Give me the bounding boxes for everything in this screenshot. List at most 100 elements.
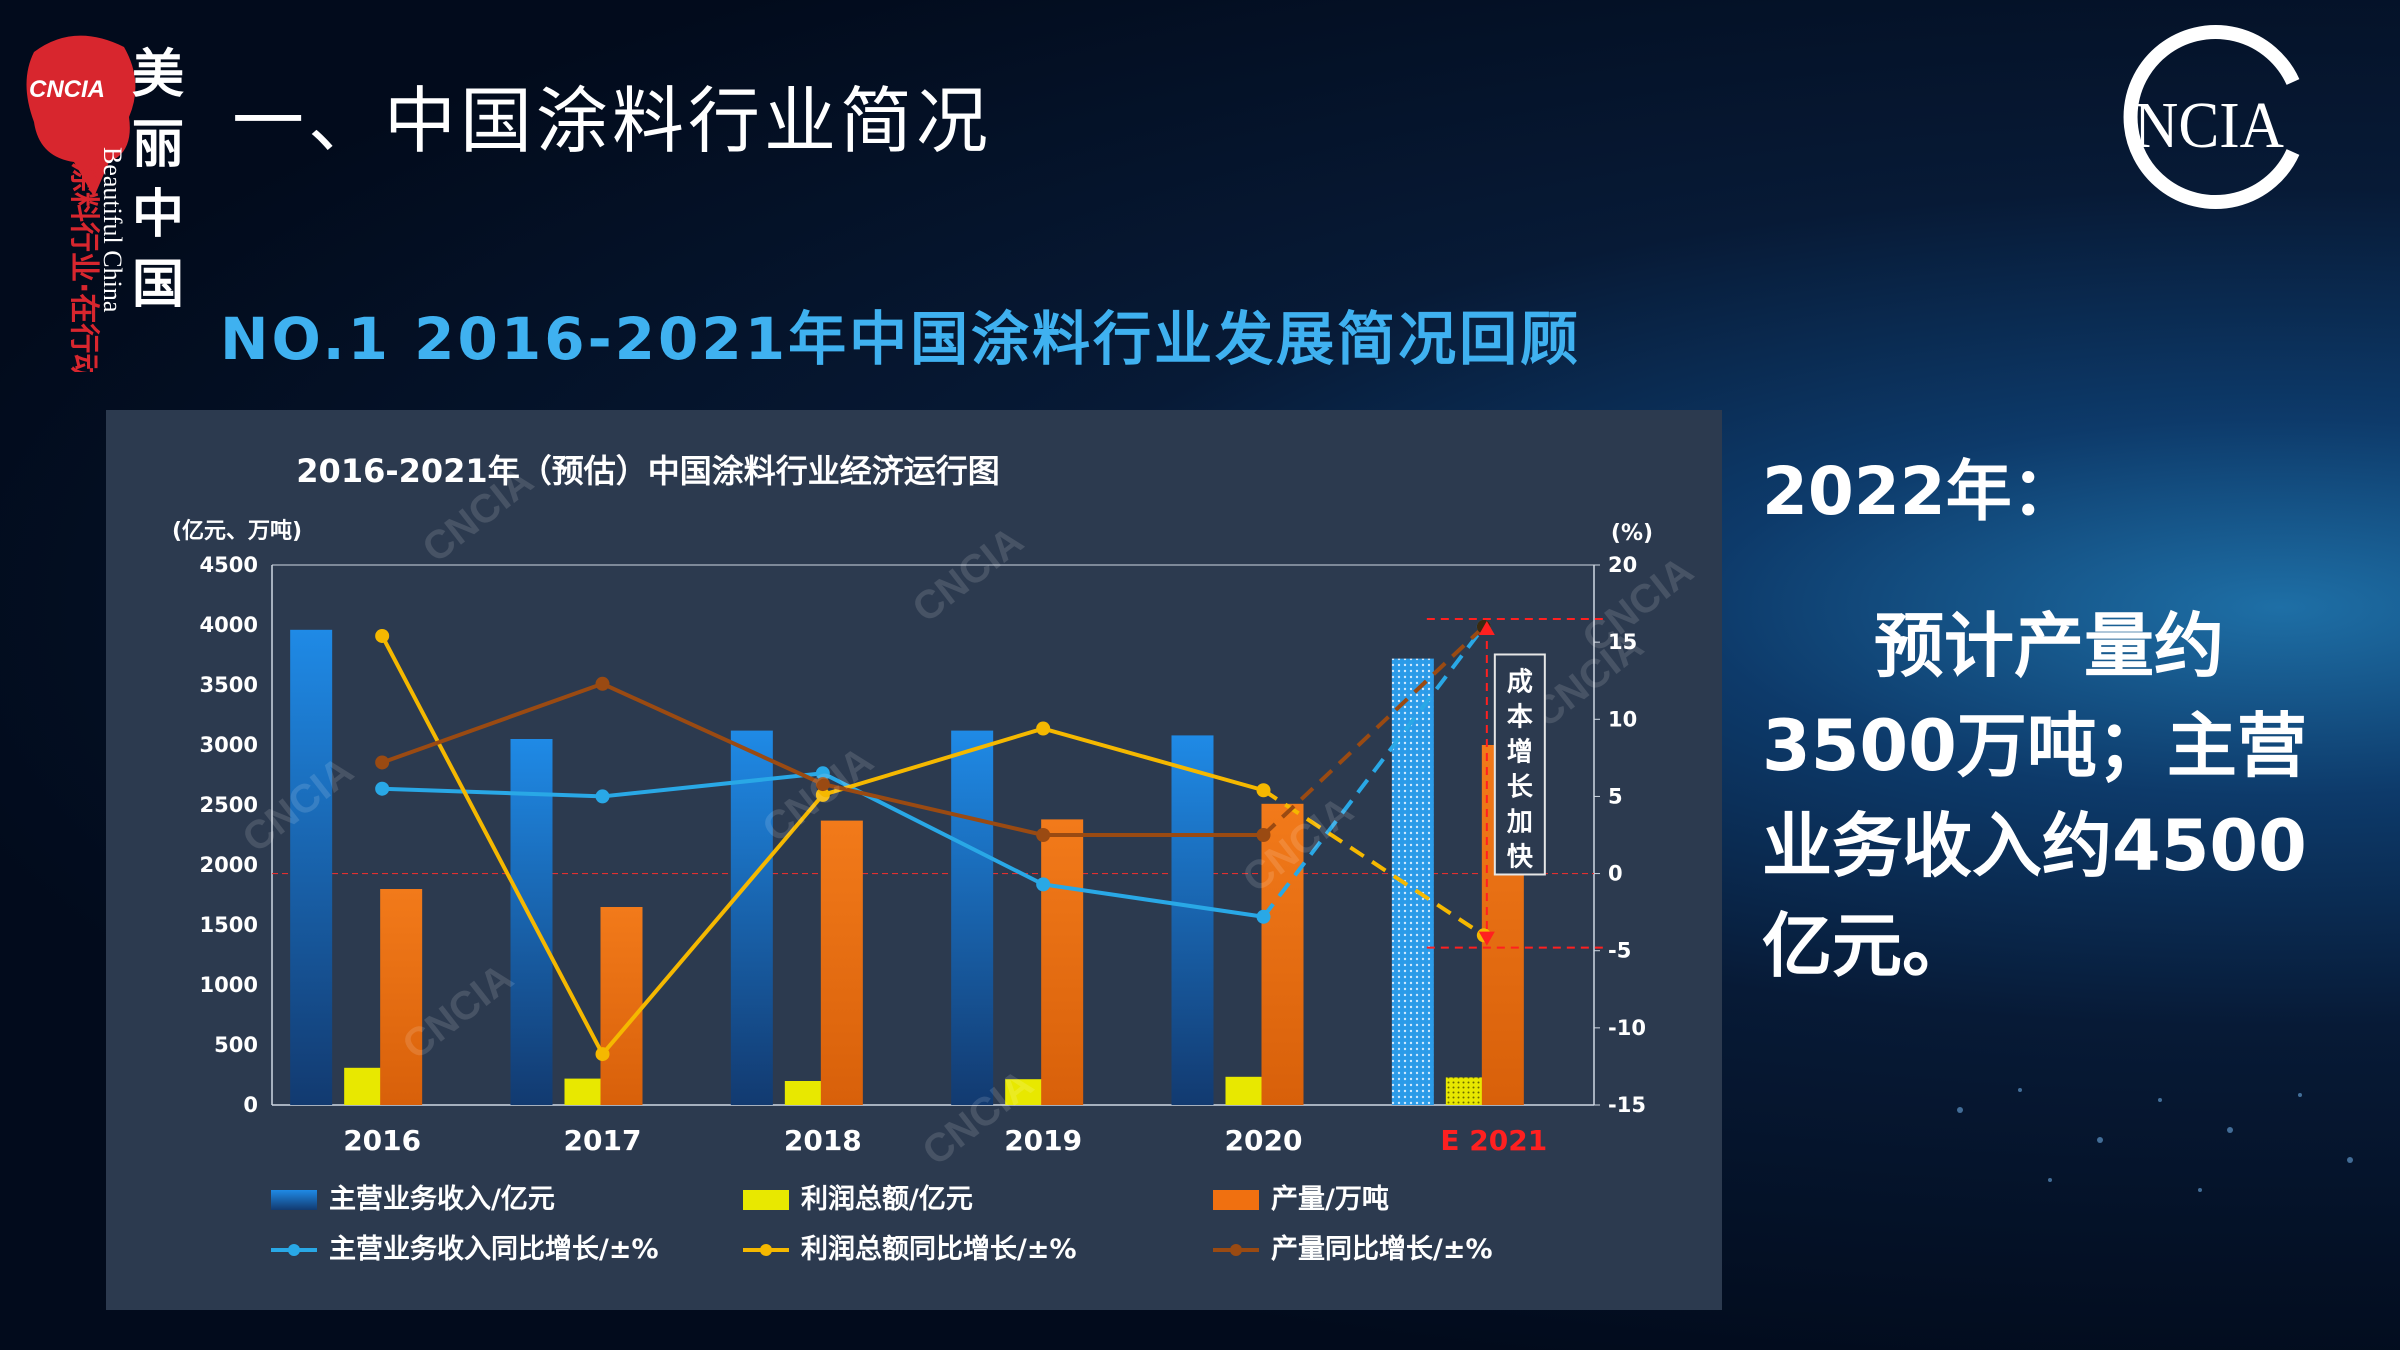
forecast-body: 预计产量约3500万吨；主营业务收入约4500亿元。	[1762, 605, 2307, 987]
revenue-growth-point	[595, 789, 610, 804]
svg-text:中: 中	[132, 185, 184, 245]
legend-output-label: 产量/万吨	[1271, 1184, 1389, 1215]
cncia-logo-text: NCIA	[2134, 89, 2284, 162]
annotation-box	[1493, 653, 1546, 876]
profit-bar	[564, 1078, 607, 1105]
output-growth-point	[1036, 828, 1051, 842]
category-label: 2019	[1004, 1124, 1082, 1157]
output-growth-point	[1256, 828, 1271, 842]
profit-bar	[1225, 1076, 1268, 1105]
svg-text:丽: 丽	[132, 115, 184, 175]
left-tick-label: 3500	[200, 673, 258, 697]
revenue-bar	[290, 629, 333, 1105]
right-tick-label: 0	[1608, 862, 1623, 886]
left-tick-label: 0	[243, 1093, 258, 1117]
svg-text:Beautiful China: Beautiful China	[98, 147, 127, 313]
legend-revenue-growth-marker	[288, 1244, 300, 1256]
right-tick-label: 15	[1608, 630, 1637, 654]
cncia-slogan-logo: CNCIA 美 丽 中 国 Beautiful China 涂料行业·在行动	[26, 35, 184, 372]
legend-output-swatch	[1213, 1190, 1259, 1210]
output-growth-point	[815, 777, 830, 792]
profit-bar	[1005, 1079, 1048, 1105]
legend-output-growth-marker	[1230, 1244, 1242, 1256]
right-tick-label: -5	[1608, 939, 1631, 963]
output-growth-forecast	[1262, 625, 1486, 837]
right-tick-label: 10	[1608, 707, 1637, 731]
category-label: 2016	[343, 1124, 421, 1157]
economic-chart: 2016-2021年（预估）中国涂料行业经济运行图 (亿元、万吨) (%) 0 5…	[172, 452, 1701, 1265]
slide-subtitle: NO.1 2016-2021年中国涂料行业发展简况回顾	[220, 305, 1582, 373]
left-tick-label: 500	[214, 1033, 258, 1057]
annotation-char: 加	[1507, 807, 1533, 837]
right-tick-label: -10	[1608, 1016, 1646, 1040]
profit-bar	[344, 1067, 387, 1105]
cncia-badge-text: CNCIA	[29, 76, 105, 103]
output-bar	[820, 820, 863, 1105]
revenue-growth-forecast	[1261, 625, 1486, 918]
left-tick-label: 1500	[200, 913, 258, 937]
output-growth-point	[375, 755, 390, 770]
legend-revenue-swatch	[271, 1190, 317, 1210]
revenue-bar	[730, 730, 773, 1105]
output-bar	[1041, 819, 1084, 1105]
revenue-growth-point	[375, 781, 390, 796]
profit-growth-point	[815, 787, 830, 802]
category-label: E 2021	[1440, 1124, 1547, 1157]
output-bar	[1261, 803, 1304, 1105]
right-tick-label: -15	[1608, 1093, 1646, 1117]
annotation-char: 成	[1507, 667, 1533, 697]
svg-text:国: 国	[132, 255, 184, 315]
profit-bar	[1445, 1077, 1488, 1105]
legend-profit-growth-label: 利润总额同比增长/±%	[801, 1233, 1077, 1265]
watermark-text: CNCIA	[905, 518, 1032, 631]
decorative-dots	[1957, 1088, 2353, 1192]
category-label: 2020	[1225, 1124, 1303, 1157]
revenue-bar	[1391, 658, 1434, 1105]
left-tick-label: 4500	[200, 553, 258, 577]
profit-growth-point	[1036, 721, 1051, 736]
profit-growth-point	[1256, 783, 1271, 798]
output-bar	[600, 907, 643, 1105]
category-label: 2018	[784, 1124, 862, 1157]
annotation-arrow-down	[1478, 931, 1495, 946]
left-tick-label: 2500	[200, 793, 258, 817]
revenue-bar	[1171, 735, 1214, 1105]
annotation-char: 快	[1507, 842, 1534, 872]
forecast-year: 2022年：	[1762, 453, 2078, 530]
profit-growth-point	[595, 1047, 610, 1062]
legend-profit-swatch	[743, 1190, 789, 1210]
legend-revenue-growth-label: 主营业务收入同比增长/±%	[329, 1233, 659, 1265]
left-tick-label: 2000	[200, 853, 258, 877]
output-bar	[380, 889, 423, 1105]
svg-text:涂料行业·在行动: 涂料行业·在行动	[66, 162, 101, 372]
annotation-arrow-up	[1478, 621, 1495, 635]
left-tick-label: 4000	[200, 613, 258, 637]
forecast-note: 2022年： 预计产量约3500万吨；主营业务收入约4500亿元。	[1762, 438, 2322, 996]
left-axis-unit: (亿元、万吨)	[172, 519, 302, 544]
annotation-char: 本	[1507, 702, 1533, 732]
profit-growth-point	[375, 628, 390, 643]
legend-output-growth-label: 产量同比增长/±%	[1271, 1233, 1493, 1265]
right-tick-label: 20	[1608, 553, 1637, 577]
left-tick-label: 1000	[200, 973, 258, 997]
annotation-char: 长	[1507, 772, 1534, 802]
category-label: 2017	[564, 1124, 642, 1157]
profit-growth-forecast	[1262, 788, 1485, 937]
revenue-growth-point	[815, 766, 830, 781]
left-tick-label: 3000	[200, 733, 258, 757]
revenue-bar	[951, 730, 994, 1105]
cncia-logo: NCIA	[2123, 25, 2300, 209]
annotation-char: 增	[1507, 736, 1533, 767]
output-growth-point	[595, 676, 610, 691]
slogan-cn-text: 美	[132, 45, 184, 105]
slide-title: 一、中国涂料行业简况	[232, 79, 993, 163]
chart-panel: 2016-2021年（预估）中国涂料行业经济运行图 (亿元、万吨) (%) 0 5…	[106, 410, 1722, 1310]
legend-revenue-label: 主营业务收入/亿元	[329, 1184, 555, 1215]
profit-bar	[784, 1081, 827, 1105]
chart-title: 2016-2021年（预估）中国涂料行业经济运行图	[296, 452, 999, 490]
right-tick-label: 5	[1608, 784, 1623, 808]
right-axis-unit: (%)	[1611, 521, 1653, 546]
revenue-growth-point	[1036, 877, 1051, 892]
legend-profit-label: 利润总额/亿元	[801, 1183, 973, 1215]
legend-profit-growth-marker	[760, 1244, 772, 1256]
